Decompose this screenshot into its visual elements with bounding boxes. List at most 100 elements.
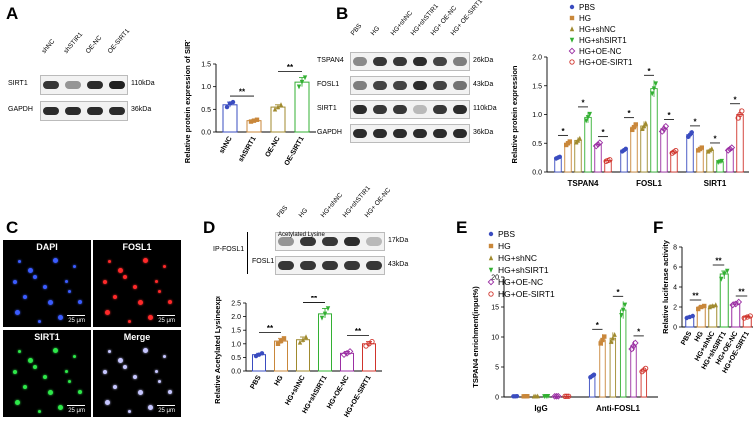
data-point — [488, 243, 494, 249]
data-point — [622, 302, 628, 308]
cell — [118, 358, 123, 363]
data-point — [642, 365, 649, 372]
data-point — [569, 4, 575, 10]
cell — [133, 285, 137, 289]
band — [373, 81, 387, 90]
y-tick-label: 1.5 — [532, 83, 542, 90]
x-tick-label: TSPAN4 — [568, 179, 600, 188]
cell — [18, 260, 21, 263]
y-tick-label: 2.5 — [231, 301, 241, 308]
cell — [138, 300, 143, 305]
data-point — [662, 122, 670, 130]
data-point — [545, 394, 551, 399]
cell — [43, 375, 47, 379]
data-point — [726, 145, 734, 153]
size-label: 36kDa — [473, 128, 494, 136]
bar — [574, 139, 582, 173]
x-tick-label: OE-NC — [264, 136, 281, 159]
band — [278, 237, 294, 246]
cell — [133, 375, 137, 379]
data-point — [673, 148, 679, 154]
cell — [158, 290, 161, 293]
cell — [48, 390, 53, 395]
panel-label-d: D — [203, 218, 216, 237]
y-tick-label: 0 — [495, 395, 499, 402]
cell — [148, 405, 153, 410]
legend-label: PBS — [498, 229, 515, 239]
bar — [686, 134, 694, 173]
cell — [78, 390, 82, 394]
data-point — [653, 81, 658, 87]
data-point — [569, 37, 575, 43]
cell — [28, 358, 33, 363]
cell — [123, 275, 127, 279]
bar — [630, 345, 637, 398]
band — [433, 129, 447, 138]
micrograph: DAPI 25 μm — [3, 240, 91, 327]
cell — [108, 350, 111, 353]
data-point — [325, 306, 331, 312]
cell — [168, 390, 172, 394]
data-point — [709, 146, 714, 152]
band — [433, 105, 447, 114]
band — [43, 80, 59, 90]
band — [353, 105, 367, 114]
data-point — [728, 144, 736, 151]
band — [373, 129, 387, 138]
size-label: 43kDa — [473, 80, 494, 88]
band — [87, 80, 103, 90]
cell — [33, 275, 37, 279]
y-tick-label: 0.0 — [532, 170, 542, 177]
blot-row — [40, 75, 128, 95]
lane-label: shSTIR1 — [62, 31, 84, 55]
band — [413, 129, 427, 138]
data-point — [299, 79, 305, 85]
x-tick-label: PBS — [249, 374, 262, 390]
cell — [118, 268, 123, 273]
cell — [143, 348, 148, 353]
panel-label-e: E — [456, 218, 468, 237]
micrograph-title: DAPI — [36, 242, 58, 252]
band — [65, 80, 81, 90]
panel-label-a: A — [6, 4, 19, 23]
y-axis-label: Relative protein expression of SIRT1 — [183, 40, 192, 163]
data-point — [487, 278, 495, 286]
x-tick-label: OE-SIRT1 — [284, 135, 306, 167]
y-tick-label: 0.0 — [231, 369, 241, 376]
bar — [318, 313, 332, 372]
cell — [38, 410, 41, 413]
data-point — [744, 314, 750, 320]
lane-label: OE-SIRT1 — [106, 27, 131, 55]
cell — [113, 385, 117, 389]
band — [366, 261, 382, 270]
protein-label: SIRT1 — [317, 104, 337, 112]
scale-label: 25 μm — [158, 408, 175, 414]
protein-label: GAPDH — [8, 106, 33, 113]
significance-label: * — [616, 288, 620, 297]
y-tick-label: 4 — [673, 285, 677, 292]
data-point — [608, 339, 614, 344]
cell — [13, 370, 17, 374]
data-point — [565, 393, 572, 399]
data-point — [630, 127, 635, 133]
data-point — [322, 311, 328, 317]
significance-label: ** — [738, 288, 745, 297]
size-label: 110kDa — [473, 104, 497, 112]
band — [344, 261, 360, 270]
cell — [158, 380, 161, 383]
y-axis-label: Relative luciferase activity — [661, 239, 670, 334]
x-tick-label: FOSL1 — [636, 179, 662, 188]
data-point — [251, 118, 257, 123]
band — [322, 261, 338, 270]
data-point — [488, 267, 494, 273]
data-point — [568, 47, 576, 55]
blot-row — [40, 101, 128, 121]
data-point — [230, 99, 236, 105]
data-point — [706, 148, 711, 154]
cell — [163, 355, 166, 358]
blot-row — [350, 76, 470, 95]
data-point — [724, 147, 732, 154]
data-point — [699, 145, 704, 150]
